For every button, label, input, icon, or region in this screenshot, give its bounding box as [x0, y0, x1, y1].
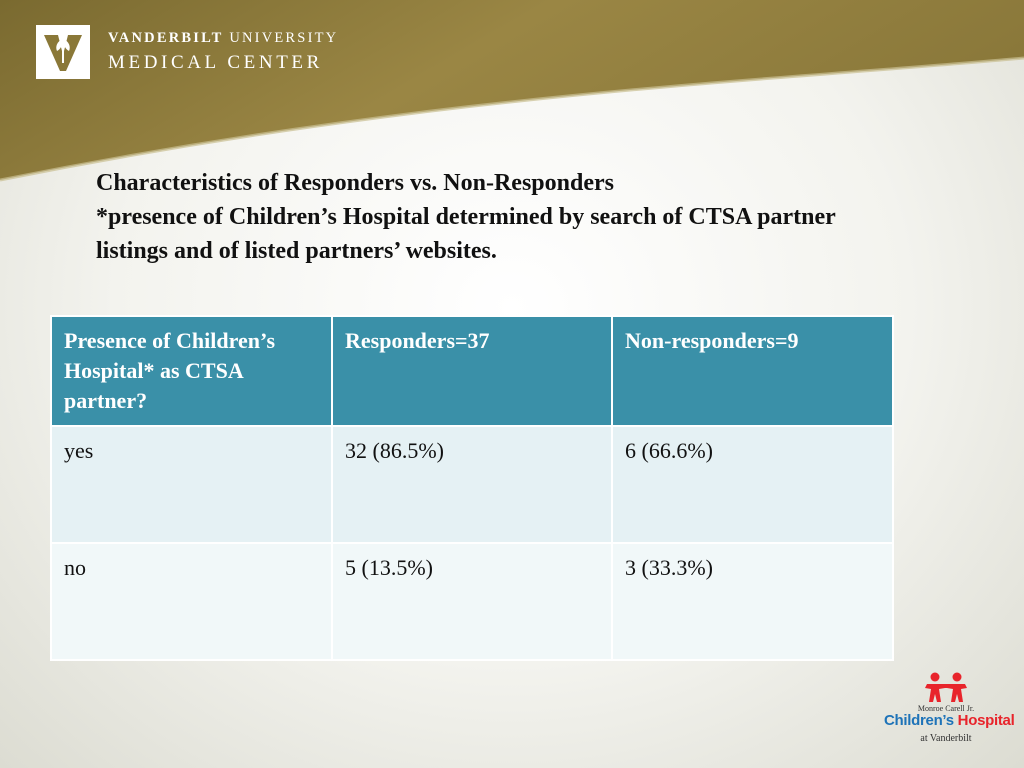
slide-title: Characteristics of Responders vs. Non-Re…: [96, 166, 996, 268]
medical-center-name: MEDICAL CENTER: [108, 52, 323, 73]
childrens-hospital-name: Children’s Hospital: [884, 712, 1015, 729]
header-non-responders: Non-responders=9: [611, 315, 894, 427]
table-cell: no: [50, 542, 333, 661]
table-cell: yes: [50, 425, 333, 544]
table-header-row: Presence of Children’s Hospital* as CTSA…: [50, 315, 894, 427]
childrens-hospital-logo: Monroe Carell Jr. Children’s Hospital at…: [884, 672, 1015, 752]
vanderbilt-logo-icon: [36, 25, 90, 79]
children-figures-icon: [925, 672, 967, 702]
table-row: no 5 (13.5%) 3 (33.3%): [50, 542, 894, 661]
results-table: Presence of Children’s Hospital* as CTSA…: [50, 315, 894, 661]
note-line-1: *presence of Children’s Hospital determi…: [96, 204, 836, 230]
note-line-2: listings and of listed partners’ website…: [96, 238, 497, 264]
header-presence: Presence of Children’s Hospital* as CTSA…: [50, 315, 333, 427]
childrens-hospital-prefix: Monroe Carell Jr.: [917, 704, 975, 713]
table-cell: 32 (86.5%): [331, 425, 613, 544]
header-responders: Responders=37: [331, 315, 613, 427]
table-cell: 5 (13.5%): [331, 542, 613, 661]
table-cell: 3 (33.3%): [611, 542, 894, 661]
table-row: yes 32 (86.5%) 6 (66.6%): [50, 425, 894, 544]
title-line: Characteristics of Responders vs. Non-Re…: [96, 170, 614, 196]
vanderbilt-wordmark: VANDERBILT UNIVERSITY MEDICAL CENTER: [108, 30, 338, 74]
childrens-hospital-suffix: at Vanderbilt: [920, 733, 972, 744]
header-band: [0, 0, 1024, 182]
university-name: VANDERBILT UNIVERSITY: [108, 30, 339, 46]
table-cell: 6 (66.6%): [611, 425, 894, 544]
